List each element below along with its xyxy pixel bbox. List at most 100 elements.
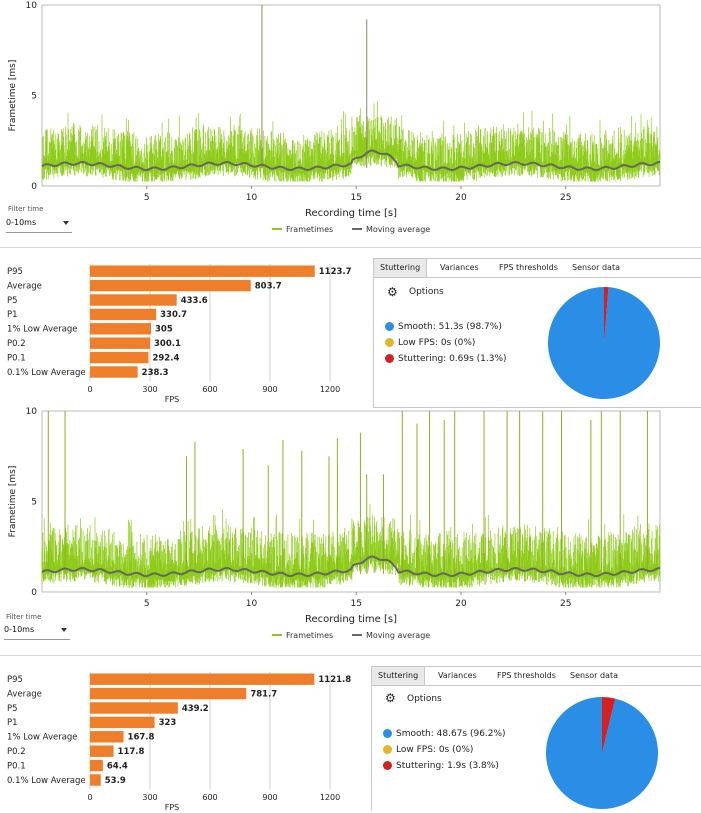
- x-tick-label: 25: [560, 193, 571, 203]
- gear-icon[interactable]: ⚙: [387, 285, 398, 299]
- tab-stuttering-2[interactable]: Stuttering: [372, 667, 426, 685]
- filter-time-label-1: Filter time: [8, 205, 44, 213]
- bar: [90, 731, 124, 743]
- tab-sensor-data-2[interactable]: Sensor data: [570, 671, 618, 680]
- tab-underline: [374, 277, 701, 278]
- x-tick-label: 15: [351, 599, 362, 609]
- stutter-panel-2: Stuttering Variances FPS thresholds Sens…: [371, 666, 701, 811]
- chevron-down-icon: [61, 628, 67, 632]
- x-tick-label: 25: [560, 599, 571, 609]
- filter-time-value-2: 0-10ms: [4, 625, 35, 634]
- x-tick-label: 300: [142, 793, 157, 802]
- x-tick-label: 0: [87, 385, 92, 394]
- divider: [0, 247, 701, 248]
- moving-average-series: [41, 555, 661, 578]
- tab-stuttering-1[interactable]: Stuttering: [374, 259, 428, 277]
- bar-category-label: 1% Low Average: [7, 325, 78, 335]
- bar-value-label: 803.7: [255, 281, 282, 291]
- y-tick-label: 10: [26, 407, 38, 417]
- y-axis-label: Frametime [ms]: [8, 466, 18, 538]
- tab-variances-2[interactable]: Variances: [438, 671, 477, 680]
- pie-slice-stuttering: [604, 287, 609, 343]
- smooth-dot-icon: [385, 322, 394, 331]
- bar: [90, 279, 251, 292]
- tab-fps-thresholds-1[interactable]: FPS thresholds: [499, 263, 558, 272]
- x-tick-label: 1200: [320, 385, 340, 394]
- frametime-series: [41, 101, 661, 182]
- bar-value-label: 1123.7: [319, 267, 352, 277]
- y-tick-label: 5: [31, 498, 37, 508]
- bar-value-label: 433.6: [181, 296, 208, 306]
- x-axis-label: Recording time [s]: [305, 208, 397, 219]
- bar-category-label: P1: [7, 310, 18, 320]
- x-tick-label: 20: [455, 193, 467, 203]
- stuttering-label: Stuttering:: [396, 761, 445, 771]
- bar-category-label: Average: [7, 281, 42, 291]
- options-label-2[interactable]: Options: [407, 694, 442, 704]
- frametime-plot-1: 0 5 10 5 10 15 20 25 Recording time [s] Frametime…: [8, 1, 661, 234]
- x-tick-label: 10: [246, 599, 258, 609]
- x-tick-label: 20: [455, 599, 467, 609]
- bar-value-label: 323: [159, 718, 177, 728]
- smooth-row-1: Smooth: 51.3s (98.7%): [385, 322, 502, 332]
- smooth-label: Smooth:: [398, 322, 436, 332]
- stuttering-label: Stuttering:: [398, 354, 447, 364]
- y-tick-label: 0: [31, 588, 37, 598]
- x-tick-label: 0: [87, 793, 92, 802]
- y-tick-label: 5: [31, 92, 37, 102]
- bar: [90, 687, 247, 700]
- bar: [90, 294, 177, 306]
- y-axis-label: Frametime [ms]: [8, 60, 18, 132]
- fps-bar-plot-1: 0 300 600 900 1200 FPS P95 1123.7 Average 803.7 P5…: [7, 264, 352, 404]
- x-tick-label: 1200: [320, 793, 340, 802]
- bar: [90, 716, 155, 729]
- bar: [90, 673, 315, 685]
- bar-category-label: P0.1: [7, 353, 26, 363]
- low-fps-dot-icon: [383, 745, 392, 754]
- fps-bar-chart-2: 0 300 600 900 1200 FPS P95 1121.8 Average 781.7 P5…: [0, 666, 370, 812]
- tab-variances-1[interactable]: Variances: [440, 263, 479, 272]
- stuttering-dot-icon: [385, 354, 394, 363]
- x-axis-label: Recording time [s]: [305, 614, 397, 625]
- stutter-pie-2: [546, 697, 658, 809]
- filter-time-select-2[interactable]: 0-10ms: [4, 625, 70, 640]
- y-tick-label: 0: [31, 182, 37, 192]
- bar-value-label: 238.3: [142, 368, 169, 378]
- stutter-pie-1: [548, 287, 660, 399]
- bar-value-label: 330.7: [160, 310, 187, 320]
- gear-icon[interactable]: ⚙: [385, 691, 396, 705]
- x-axis-label: FPS: [165, 803, 180, 810]
- x-axis-label: FPS: [165, 395, 180, 404]
- bar-value-label: 117.8: [118, 747, 145, 757]
- bar-category-label: P95: [7, 267, 23, 277]
- stuttering-value: 1.9s (3.8%): [447, 761, 499, 771]
- moving-average-series: [41, 149, 661, 172]
- bar-value-label: 1121.8: [318, 675, 351, 685]
- bar-category-label: 0.1% Low Average: [7, 368, 86, 378]
- smooth-value: 51.3s (98.7%): [438, 322, 502, 332]
- x-tick-label: 15: [351, 193, 362, 203]
- frametime-chart-1: 0 5 10 5 10 15 20 25 Recording time [s] Frametime…: [0, 0, 701, 240]
- low-fps-dot-icon: [385, 338, 394, 347]
- low-fps-label: Low FPS:: [396, 745, 436, 755]
- filter-time-select-1[interactable]: 0-10ms: [6, 218, 72, 233]
- bar-category-label: P5: [7, 704, 18, 714]
- bar: [90, 759, 103, 772]
- bar: [90, 366, 138, 378]
- smooth-dot-icon: [383, 729, 392, 738]
- tab-fps-thresholds-2[interactable]: FPS thresholds: [497, 671, 556, 680]
- stuttering-dot-icon: [383, 761, 392, 770]
- x-tick-label: 600: [202, 385, 217, 394]
- fps-bar-chart-1: 0 300 600 900 1200 FPS P95 1123.7 Average 803.7 P5…: [0, 258, 370, 406]
- low-fps-value: 0s (0%): [438, 745, 474, 755]
- pie-slice-stuttering: [602, 697, 616, 753]
- fps-bar-plot-2: 0 300 600 900 1200 FPS P95 1121.8 Average 781.7 P5…: [7, 672, 351, 812]
- bar: [90, 308, 157, 321]
- options-label-1[interactable]: Options: [409, 287, 444, 297]
- tab-sensor-data-1[interactable]: Sensor data: [572, 263, 620, 272]
- bar-value-label: 64.4: [107, 761, 128, 771]
- bar-value-label: 781.7: [250, 689, 277, 699]
- frametime-plot-2: 0 5 10 5 10 15 20 25 Recording time [s] Frametime…: [8, 407, 661, 640]
- bar-category-label: 0.1% Low Average: [7, 776, 86, 786]
- bar: [90, 774, 101, 786]
